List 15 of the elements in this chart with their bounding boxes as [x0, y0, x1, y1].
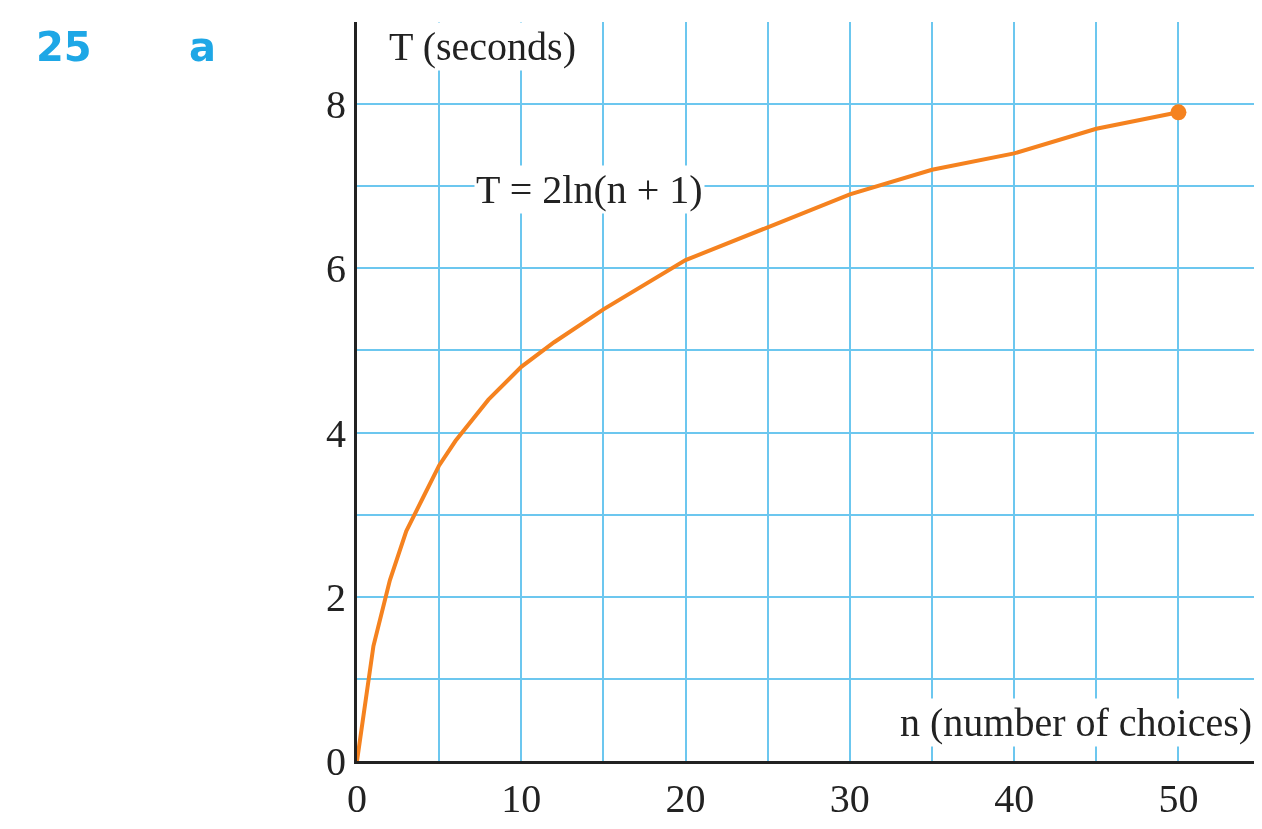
x-tick-label: 50: [1158, 776, 1199, 821]
text: a: [189, 24, 216, 70]
x-tick-label: 20: [665, 776, 706, 821]
y-axis-title: T (seconds): [389, 24, 576, 69]
y-tick-label: 8: [326, 82, 346, 128]
y-tick-label: 4: [326, 410, 346, 456]
x-tick-label: 30: [829, 776, 870, 821]
y-tick-label: 6: [326, 246, 346, 292]
y-tick-label: 2: [326, 574, 346, 620]
x-axis-title: n (number of choices): [900, 700, 1253, 745]
x-tick-label: 10: [501, 776, 542, 821]
y-tick-label: 0: [326, 739, 346, 784]
annotation: T = 2ln(n + 1): [476, 167, 703, 212]
x-tick-label: 40: [994, 776, 1035, 821]
text: 25: [36, 24, 92, 70]
